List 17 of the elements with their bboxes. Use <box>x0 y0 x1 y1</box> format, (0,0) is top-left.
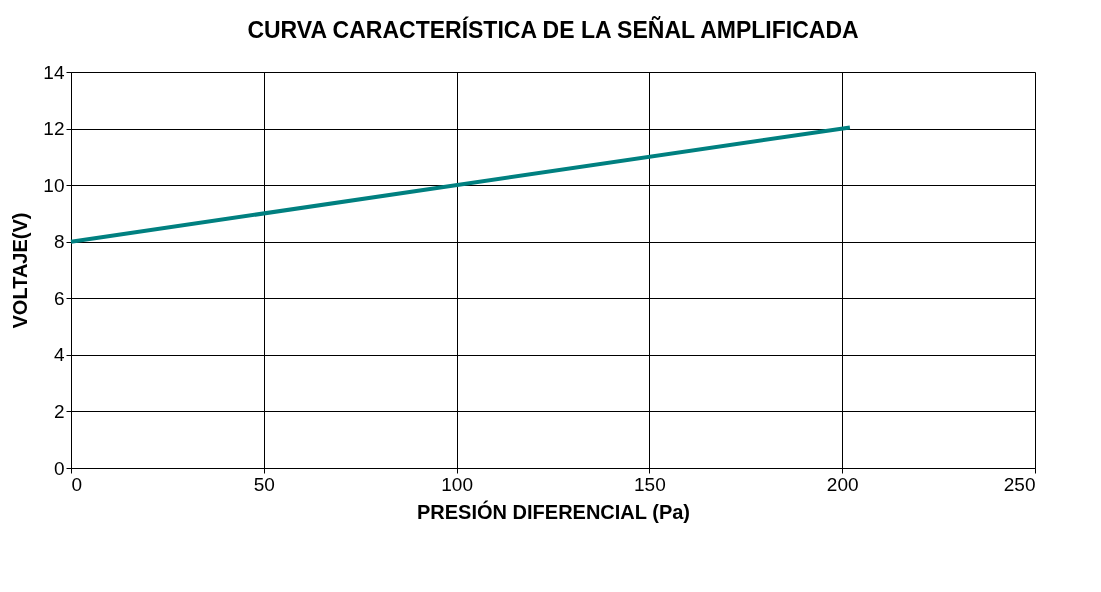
x-tick-label: 250 <box>1003 473 1036 495</box>
y-tick-label: 12 <box>43 118 65 140</box>
x-tick-label: 50 <box>253 473 275 495</box>
y-axis-title: VOLTAJE(V) <box>9 212 32 329</box>
y-tick-label: 8 <box>53 231 65 253</box>
x-tick-label: 200 <box>826 473 859 495</box>
x-tick-label: 0 <box>71 473 83 495</box>
x-axis-title: PRESIÓN DIFERENCIAL (Pa) <box>417 499 690 523</box>
y-tick-label: 6 <box>53 287 65 309</box>
x-tick-label: 150 <box>634 473 666 495</box>
y-tick-label: 0 <box>53 457 65 479</box>
y-tick-label: 2 <box>53 400 65 422</box>
chart-title: CURVA CARACTERÍSTICA DE LA SEÑAL AMPLIFICADA <box>247 16 859 43</box>
x-tick-label: 100 <box>441 473 473 495</box>
y-tick-label: 10 <box>43 174 65 196</box>
y-tick-label: 14 <box>43 61 65 83</box>
y-tick-label: 4 <box>53 344 65 366</box>
